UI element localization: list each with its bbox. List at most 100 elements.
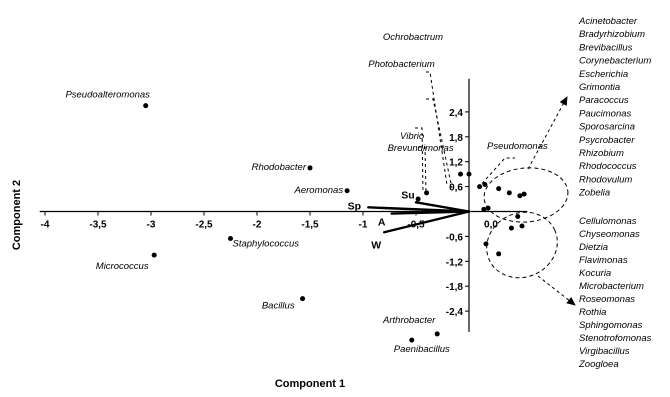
x-tick-label: -1,5	[301, 220, 319, 231]
point-label: Rhodobacter	[252, 162, 307, 173]
pseudomonas-label: Pseudomonas	[487, 141, 548, 152]
lower-group-item: Kocuria	[579, 268, 611, 279]
y-tick-label: -1,8	[446, 282, 464, 293]
data-point	[424, 190, 430, 196]
upper-group-item: Paucimonas	[579, 108, 632, 119]
data-points	[143, 103, 527, 343]
x-tick-label: -2	[253, 220, 262, 231]
leader-ochrobactrum	[426, 71, 448, 186]
upper-group-arrow	[527, 96, 568, 170]
data-point	[483, 241, 489, 247]
data-point	[228, 235, 233, 241]
x-tick-label: -1	[359, 220, 368, 231]
upper-group-item: Zobelia	[578, 188, 610, 199]
y-tick-label: 2,4	[449, 108, 463, 119]
upper-group-item: Bradyrhizobium	[579, 29, 645, 40]
point-label: Photobacterium	[368, 59, 435, 70]
lower-group-item: Virgibacillus	[579, 346, 630, 357]
data-point	[515, 213, 521, 219]
data-point	[521, 191, 527, 197]
data-point	[517, 193, 523, 199]
leader-lines	[415, 71, 576, 306]
leader-photobacterium	[426, 98, 453, 189]
data-point	[477, 184, 483, 190]
data-point	[415, 196, 421, 202]
data-point	[519, 223, 525, 229]
vector-label: Sp	[348, 200, 361, 212]
upper-group-item: Grimontia	[579, 82, 620, 93]
point-label: Arthrobacter	[382, 315, 436, 326]
upper-group-item: Rhodococcus	[579, 161, 637, 172]
data-point	[300, 296, 306, 302]
data-point	[466, 171, 472, 177]
data-point	[508, 225, 514, 231]
vector-label: Su	[401, 189, 414, 201]
y-tick-label: 1,2	[449, 158, 463, 169]
x-tick-label: -3	[147, 220, 156, 231]
lower-group-item: Rothia	[579, 307, 606, 318]
y-axis-title: Component 2	[11, 180, 23, 250]
group-lists: Acinetobacter Bradyrhizobium Brevibacillus…	[578, 16, 652, 370]
upper-group-item: Corynebacterium	[579, 56, 651, 67]
leader-vibrio	[415, 127, 424, 194]
data-point	[434, 331, 440, 337]
x-tick-label: -2,5	[195, 220, 213, 231]
vector-w	[383, 210, 471, 234]
lower-group-item: Cellulomonas	[579, 216, 637, 227]
lower-group-item: Dietzia	[579, 242, 608, 253]
upper-group-item: Escherichia	[579, 69, 628, 80]
data-point	[151, 252, 157, 258]
lower-group-item: Chyseomonas	[579, 229, 640, 240]
vector-label: W	[371, 239, 381, 251]
lower-group-item: Microbacterium	[579, 281, 644, 292]
lower-group-item: Stenotrofomonas	[579, 333, 652, 344]
data-point	[485, 205, 491, 211]
data-point	[496, 251, 502, 257]
y-tick-label: -2,4	[446, 307, 464, 318]
point-label: Pseudoalteromonas	[65, 90, 150, 101]
upper-group-item: Rhizobium	[579, 148, 624, 159]
upper-group-item: Sporosarcina	[579, 122, 635, 133]
lower-group-item: Roseomonas	[579, 294, 635, 305]
data-point	[143, 103, 149, 109]
point-label: Micrococcus	[96, 261, 149, 272]
data-point	[506, 190, 512, 196]
x-tick-label: -4	[41, 220, 50, 231]
upper-group-item: Brevibacillus	[579, 42, 633, 53]
vector-a	[390, 210, 471, 215]
upper-group-item: Paracoccus	[579, 95, 629, 106]
point-label: Vibrio	[400, 131, 424, 142]
x-tick-label: 0,0	[484, 220, 498, 231]
upper-group-item: Psycrobacter	[579, 135, 635, 146]
point-label: Aeromonas	[294, 185, 344, 196]
y-tick-label: 0,6	[449, 183, 463, 194]
lower-group-arrow	[537, 275, 576, 306]
data-point	[409, 337, 415, 343]
data-point	[481, 206, 487, 212]
vector-label: A	[378, 217, 386, 229]
lower-group-item: Zoogloea	[578, 359, 619, 370]
point-label: Staphylococcus	[233, 238, 300, 249]
lower-group-item: Sphingomonas	[579, 320, 643, 331]
loading-vectors	[367, 201, 471, 234]
x-axis-title: Component 1	[275, 378, 345, 390]
data-point	[458, 171, 464, 177]
lower-group-ellipse	[486, 211, 558, 279]
group-ellipses	[483, 167, 569, 279]
upper-group-item: Rhodovulum	[579, 174, 632, 185]
data-point	[307, 165, 313, 171]
data-point	[482, 182, 488, 188]
point-label: Brevundimonas	[388, 143, 454, 154]
y-tick-label: -0,6	[446, 232, 464, 243]
point-label: Paenibacillus	[394, 344, 450, 355]
upper-group-ellipse	[483, 167, 569, 223]
point-labels: Su Sp AW Pseudoalteromonas Rhodobacter Aeromo…	[65, 32, 548, 355]
y-tick-label: 1,8	[449, 133, 463, 144]
data-point	[344, 188, 350, 194]
upper-group-item: Acinetobacter	[578, 16, 638, 27]
point-label: Bacillus	[262, 301, 295, 312]
leader-brevundimonas	[418, 146, 427, 196]
leader-pseudomonas	[477, 157, 515, 189]
data-point	[496, 186, 502, 192]
